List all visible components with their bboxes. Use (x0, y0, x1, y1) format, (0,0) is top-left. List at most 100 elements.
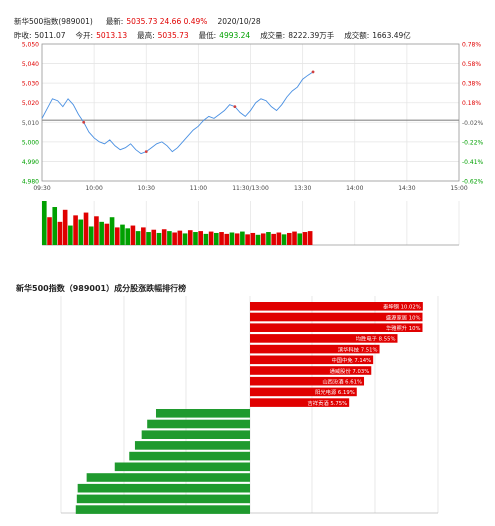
y-tick-label-right: -0.62% (462, 179, 484, 186)
ranking-bar (250, 344, 380, 354)
volume-bar (156, 232, 162, 245)
volume-bar (203, 233, 209, 245)
y-tick-label-left: 5,050 (22, 42, 39, 49)
volume-bar (198, 231, 203, 245)
ranking-title: 新华500指数（989001）成分股涨跌幅排行榜 (16, 284, 187, 293)
volume-bar (141, 227, 146, 245)
volume-bar (240, 231, 245, 245)
volume-bar (292, 231, 297, 245)
x-tick-label: 09:30 (33, 185, 50, 192)
volume-bar (266, 232, 271, 245)
ranking-bar (250, 398, 350, 407)
ranking-bar (86, 473, 250, 482)
ranking-bar-label: 天坛生物 -6.28% (253, 431, 295, 439)
volume-bar (219, 232, 224, 245)
volume-bar (109, 217, 115, 245)
ranking-bar-label: 健康元 -7% (253, 452, 281, 460)
volume-bar (78, 219, 84, 245)
volume-bar (276, 232, 282, 245)
volume-bar (83, 212, 89, 245)
ranking-bar-label: 中国中免 7.14% (331, 356, 371, 364)
header-row1-label-2: 2020/10/28 (217, 17, 261, 26)
volume-bar (125, 228, 131, 245)
header-row2-label-5: 成交额: (344, 31, 370, 40)
ranking-bar-label: 华域汽车 -5.96% (253, 420, 295, 428)
ranking-bar (250, 387, 357, 397)
ranking-bar-label: 均胜电子 8.55% (356, 335, 396, 343)
header-row2-label-4: 成交量: (260, 31, 286, 40)
volume-bar (182, 233, 188, 245)
y-tick-label-right: 0.58% (462, 61, 481, 68)
ranking-bar-label: 邦邦银行 -9.47% (253, 474, 295, 482)
volume-bar (286, 232, 292, 245)
y-tick-label-left: 5,040 (22, 61, 39, 68)
ranking-bar (250, 334, 398, 343)
header-row2-label-0: 昨收: (14, 31, 32, 40)
header-row2-value-1: 5013.13 (96, 31, 128, 40)
header-row1-value-1: 5035.73 24.66 0.49% (126, 17, 208, 26)
volume-bar (73, 215, 78, 245)
y-tick-label-right: -0.41% (462, 159, 484, 166)
x-tick-label: 14:30 (398, 185, 415, 192)
volume-bar (146, 232, 151, 245)
ranking-bar-label: 广汇汽车 -10.1% (253, 506, 295, 514)
y-tick-label-left: 5,000 (22, 139, 39, 146)
volume-bar (99, 221, 104, 245)
ranking-bar-label: 滨华科技 7.51% (338, 345, 378, 353)
volume-bar (224, 233, 230, 245)
y-tick-label-right: 0.38% (462, 81, 481, 88)
volume-bar (297, 233, 303, 245)
volume-bar (42, 201, 47, 245)
x-tick-label: 14:00 (346, 185, 363, 192)
volume-bar (250, 232, 256, 245)
y-tick-label-left: 5,020 (22, 100, 39, 107)
header-row1-label-1: 最新: (105, 17, 124, 26)
ranking-bar-label: 中科曙光 -5.45% (253, 410, 295, 418)
volume-bar (208, 231, 214, 245)
y-tick-label-left: 5,030 (22, 81, 39, 88)
volume-bar (114, 227, 120, 245)
volume-bar (104, 223, 110, 245)
volume-bar (47, 217, 52, 245)
x-tick-label: 10:30 (138, 185, 155, 192)
volume-bar (151, 229, 157, 245)
ranking-bar (250, 355, 374, 365)
volume-bar (307, 231, 313, 245)
intraday-chart: 5,050 0.78% 5,040 0.58% 5,030 0.38% 5,020 0.18%… (22, 42, 484, 246)
volume-bar (135, 231, 141, 245)
volume-bar (172, 232, 177, 245)
y-tick-label-left: 4,980 (22, 179, 39, 186)
ranking-bar (155, 409, 250, 418)
price-frame (41, 43, 460, 182)
y-tick-label-left: 4,990 (22, 159, 39, 166)
y-tick-label-right: 0.18% (462, 100, 481, 107)
x-tick-label: 13:30 (294, 185, 311, 192)
price-marker (82, 120, 86, 124)
price-marker (311, 70, 315, 74)
ranking-bar (114, 462, 250, 472)
y-tick-label-right: -0.02% (462, 120, 484, 127)
header-row1-label-0: 新华500指数(989001) (14, 17, 93, 26)
volume-bar (130, 225, 136, 245)
ranking-bar-label: 吉祥贡酒 5.75% (307, 399, 347, 407)
header-row2-value-4: 8222.39万手 (288, 31, 335, 40)
ranking-bar (250, 312, 423, 322)
ranking-bar (77, 483, 250, 493)
ranking-bar-label: 深南电路 -7.84% (253, 463, 295, 471)
x-tick-label: 11:00 (190, 185, 207, 192)
ranking-bar (250, 376, 365, 386)
ranking-bar (129, 451, 250, 461)
ranking-bar (147, 419, 250, 429)
ranking-bar (134, 441, 250, 450)
ranking-bar-label: 紫日光电 -6.67% (253, 442, 295, 450)
ranking-bar (250, 366, 372, 375)
ranking-bar (76, 494, 250, 504)
header-row2-value-3: 4993.24 (219, 31, 251, 40)
price-marker (233, 105, 237, 109)
volume-bar (88, 226, 94, 245)
price-series-line (41, 71, 314, 155)
y-tick-label-left: 5,010 (22, 120, 39, 127)
ranking-bar-label: 阳光电源 6.19% (315, 388, 355, 396)
volume-bar (177, 230, 183, 245)
quote-header-row-1: 新华500指数(989001) 最新: 5035.73 24.66 0.49% 202… (14, 16, 274, 27)
